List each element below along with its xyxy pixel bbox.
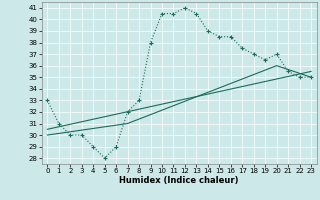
X-axis label: Humidex (Indice chaleur): Humidex (Indice chaleur) xyxy=(119,176,239,185)
